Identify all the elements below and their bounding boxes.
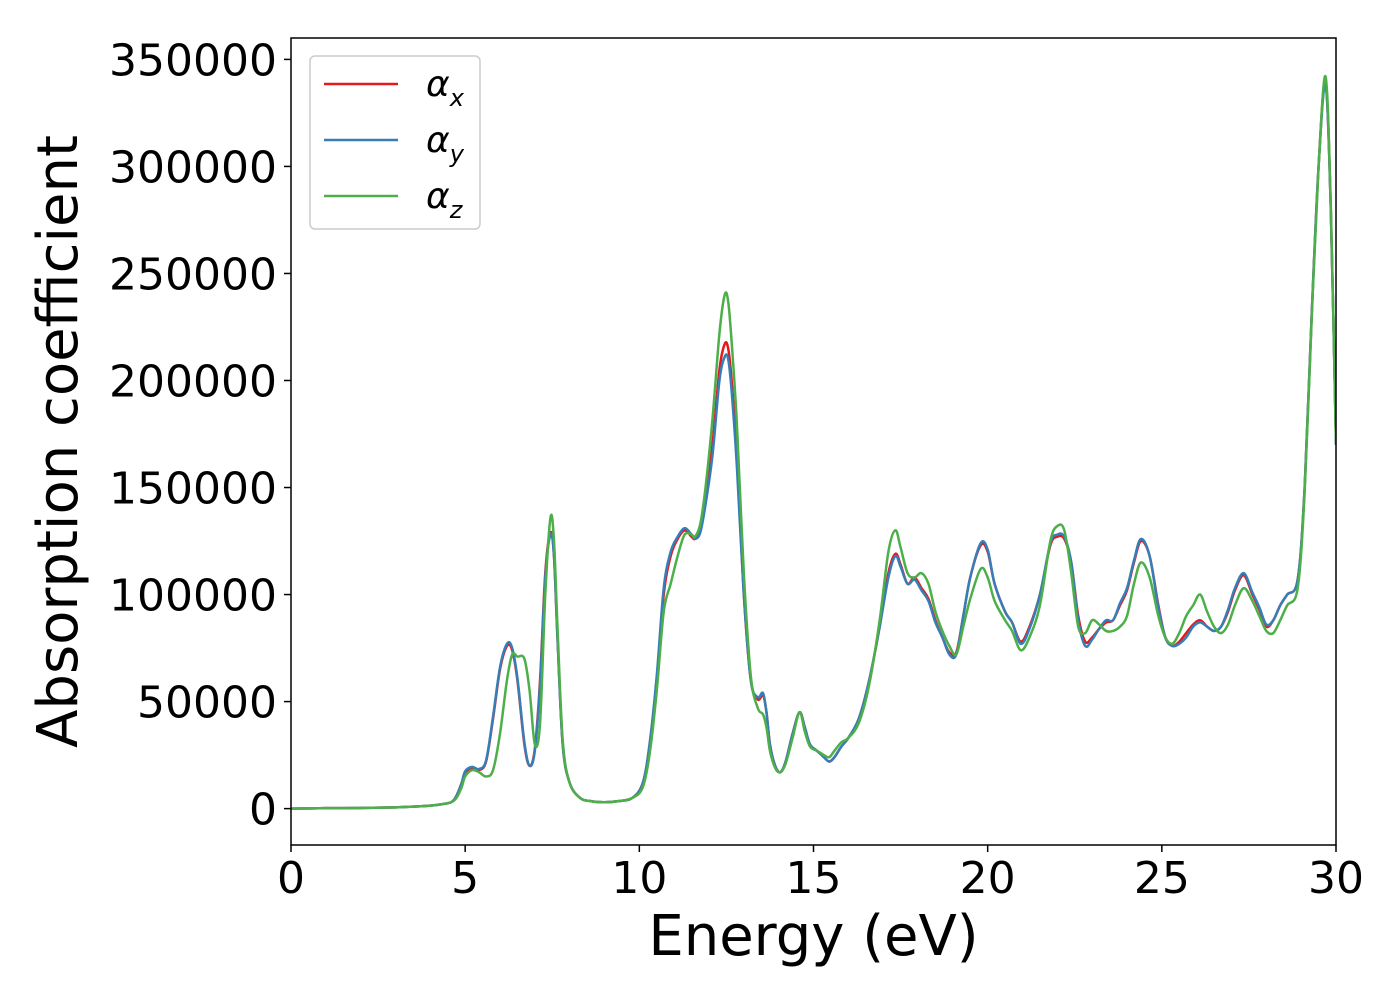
x-tick-label: 10 <box>611 853 667 904</box>
legend-label-z: αz <box>426 176 464 224</box>
series-line-z <box>291 75 1336 810</box>
y-axis-label: Absorption coefficient <box>26 135 91 748</box>
x-axis-ticks: 0 5 10 15 20 25 30 <box>277 845 1364 904</box>
y-tick-label: 300000 <box>109 142 277 193</box>
y-tick-label: 100000 <box>109 571 277 622</box>
x-tick-label: 5 <box>451 853 479 904</box>
series-lines <box>291 75 1336 810</box>
x-tick-label: 15 <box>786 853 842 904</box>
legend-label-base: α <box>426 64 450 105</box>
legend-label-base: α <box>426 120 450 161</box>
y-tick-label: 250000 <box>109 249 277 300</box>
y-axis-ticks: 0 50000 100000 150000 200000 250000 300000 3500… <box>109 35 291 836</box>
legend-box <box>309 55 481 230</box>
legend-label-base: α <box>426 176 450 217</box>
x-tick-label: 25 <box>1134 853 1190 904</box>
x-tick-label: 0 <box>277 853 305 904</box>
legend-label-sub: y <box>449 140 465 168</box>
y-tick-label: 150000 <box>109 464 277 515</box>
y-tick-label: 0 <box>249 785 277 836</box>
x-tick-label: 20 <box>960 853 1016 904</box>
legend-label-sub: x <box>449 84 465 112</box>
legend-label-sub: z <box>449 196 464 224</box>
y-tick-label: 200000 <box>109 356 277 407</box>
legend-label-y: αy <box>426 120 465 168</box>
y-tick-label: 350000 <box>109 35 277 86</box>
x-tick-label: 30 <box>1308 853 1364 904</box>
legend-label-x: αx <box>426 64 465 112</box>
y-tick-label: 50000 <box>137 678 277 729</box>
x-axis-label: Energy (eV) <box>648 904 978 969</box>
